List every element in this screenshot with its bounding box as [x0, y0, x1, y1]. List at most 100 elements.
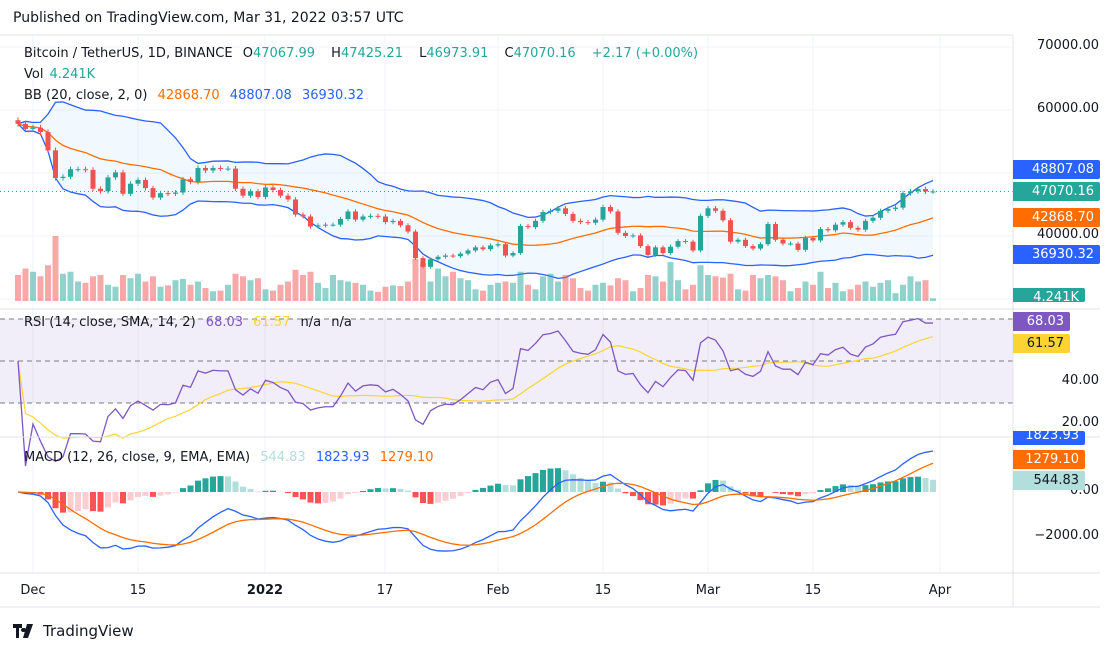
- rsi-label[interactable]: RSI (14, close, SMA, 14, 2): [24, 315, 196, 330]
- candle-body: [615, 211, 621, 233]
- volume-bar: [915, 281, 921, 301]
- bb-lower-tag: 36930.32: [1013, 245, 1100, 264]
- macd-legend: MACD (12, 26, close, 9, EMA, EMA) 544.83…: [24, 450, 440, 465]
- candle-body: [353, 211, 358, 220]
- candle-body: [390, 220, 396, 223]
- volume-legend: Vol 4.241K: [24, 67, 101, 82]
- macd-histogram-bar: [757, 492, 764, 497]
- macd-histogram-bar: [225, 476, 231, 492]
- volume-bar: [532, 289, 539, 301]
- volume-bar: [930, 298, 936, 301]
- volume-bar: [840, 291, 846, 301]
- candle-body: [443, 255, 448, 257]
- macd-histogram-bar: [450, 492, 456, 499]
- price-pane: [0, 101, 1013, 301]
- macd-histogram-bar: [300, 492, 306, 500]
- candle-body: [398, 220, 403, 226]
- candle-body: [608, 207, 613, 212]
- candle-body: [818, 229, 823, 241]
- macd-histogram-bar: [315, 492, 321, 504]
- candle-body: [15, 120, 21, 124]
- volume-bar: [607, 285, 614, 301]
- candle-body: [585, 222, 591, 224]
- volume-bar: [217, 290, 224, 301]
- volume-bar: [450, 271, 456, 301]
- volume-bar: [720, 277, 726, 301]
- candle-body: [495, 244, 501, 246]
- macd-histogram-bar: [690, 492, 696, 499]
- volume-bar: [727, 273, 734, 301]
- volume-bar: [765, 275, 771, 301]
- macd-histogram-bar: [465, 492, 471, 494]
- volume-bar: [345, 281, 351, 301]
- volume-bar: [637, 288, 644, 301]
- candle-body: [165, 193, 171, 195]
- bb-label[interactable]: BB (20, close, 2, 0): [24, 88, 148, 103]
- candle-body: [315, 225, 321, 227]
- candle-body: [98, 188, 103, 192]
- macd-histogram-bar: [532, 473, 539, 492]
- open-label: O: [242, 46, 253, 61]
- change-value: +2.17 (+0.00%): [591, 46, 699, 61]
- candle-body: [150, 188, 156, 198]
- volume-bar: [825, 288, 831, 301]
- tradingview-logo-icon: [13, 624, 33, 638]
- macd-histogram-bar: [307, 492, 314, 503]
- macd-histogram-bar: [210, 476, 216, 492]
- volume-bar: [735, 289, 741, 301]
- volume-bar: [112, 286, 119, 301]
- volume-bar: [900, 284, 906, 301]
- macd-histogram-bar: [735, 489, 741, 492]
- candle-body: [83, 169, 88, 171]
- volume-bar: [675, 280, 681, 301]
- bb-basis-value: 42868.70: [157, 88, 220, 103]
- macd-histogram-bar: [555, 468, 561, 492]
- volume-bar: [225, 284, 231, 301]
- macd-histogram-bar: [652, 492, 659, 505]
- macd-histogram-bar: [172, 492, 179, 493]
- candle-body: [105, 177, 111, 192]
- macd-histogram-bar: [922, 477, 929, 492]
- macd-histogram-bar: [817, 490, 824, 492]
- macd-histogram-bar: [622, 492, 629, 494]
- macd-histogram-bar: [915, 476, 921, 492]
- macd-histogram-bar: [292, 492, 299, 498]
- candle-body: [383, 216, 388, 223]
- volume-bar: [292, 269, 299, 301]
- macd-label[interactable]: MACD (12, 26, close, 9, EMA, EMA): [24, 450, 251, 465]
- macd-histogram-bar: [285, 492, 291, 494]
- macd-histogram-bar: [60, 492, 66, 513]
- macd-tag: 1823.93: [1013, 431, 1085, 445]
- volume-bar: [262, 289, 269, 301]
- x-tick: 15: [804, 583, 822, 598]
- volume-bar: [780, 280, 786, 301]
- volume-bar: [187, 284, 194, 301]
- candle-body: [878, 210, 883, 218]
- macd-histogram-bar: [637, 492, 644, 501]
- volume-bar: [247, 280, 254, 301]
- macd-tick: −2000.00: [1034, 528, 1099, 543]
- volume-label[interactable]: Vol: [24, 67, 44, 82]
- candle-body: [473, 247, 478, 251]
- volume-bar: [480, 290, 486, 301]
- candle-body: [503, 244, 508, 256]
- volume-bar: [750, 275, 756, 301]
- macd-histogram-bar: [855, 486, 861, 492]
- volume-bar: [367, 290, 374, 301]
- macd-histogram-bar: [112, 492, 119, 503]
- candle-body: [885, 208, 891, 211]
- candle-body: [300, 214, 306, 217]
- symbol-name[interactable]: Bitcoin / TetherUS, 1D, BINANCE: [24, 46, 233, 61]
- candle-body: [188, 179, 193, 182]
- macd-histogram-bar: [382, 488, 389, 492]
- macd-histogram-bar: [180, 488, 186, 492]
- macd-histogram-bar: [397, 488, 404, 492]
- volume-bar: [885, 280, 891, 301]
- volume-bar: [315, 282, 321, 301]
- volume-bar: [592, 284, 599, 301]
- macd-histogram-bar: [645, 492, 651, 505]
- bb-legend: BB (20, close, 2, 0) 42868.70 48807.08 3…: [24, 88, 370, 103]
- x-tick: Dec: [20, 583, 46, 598]
- tradingview-logo[interactable]: TradingView: [13, 622, 134, 640]
